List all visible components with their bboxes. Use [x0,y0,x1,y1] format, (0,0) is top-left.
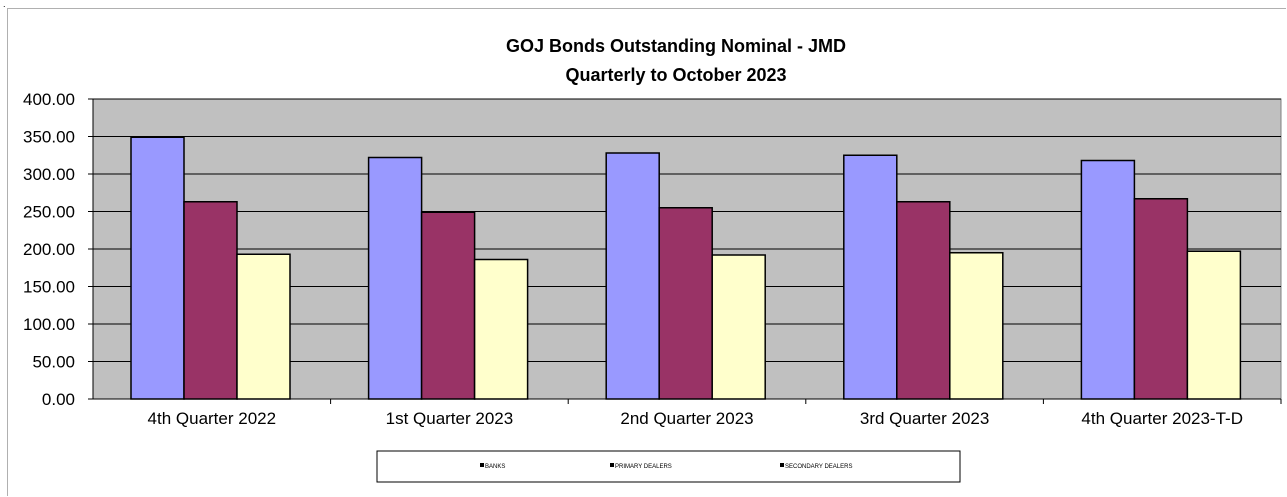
y-tick-label: 350.00 [23,128,75,147]
x-tick-label: 3rd Quarter 2023 [860,409,989,428]
x-axis-ticks: 4th Quarter 2022 1st Quarter 2023 2nd Quar… [148,399,1282,428]
bar-banks [130,136,185,400]
legend-label: BANKS [485,464,505,470]
bar-primary-dealers [658,207,713,400]
bar-secondary-dealers [711,254,766,400]
x-tick-label: 4th Quarter 2022 [148,409,277,428]
y-tick-label: 50.00 [32,353,75,372]
legend-box [376,450,961,483]
y-axis-ticks: 0.00 50.00 100.00 150.00 200.00 250.00 300.00 3… [23,90,93,409]
bar-banks [605,152,660,400]
legend-label: PRIMARY DEALERS [615,464,672,470]
x-tick-label: 2nd Quarter 2023 [620,409,753,428]
y-tick-label: 150.00 [23,278,75,297]
x-tick-label: 1st Quarter 2023 [386,409,514,428]
y-tick-label: 0.00 [42,390,75,409]
bar-primary-dealers [1133,198,1189,400]
legend-swatch [480,463,484,467]
bar-banks [1080,159,1136,400]
corner-mark: . [3,0,6,9]
chart-subtitle: Quarterly to October 2023 [565,65,786,85]
bars [130,136,1242,400]
legend-swatch [610,463,614,467]
x-tick-label: 4th Quarter 2023-T-D [1081,409,1243,428]
bar-secondary-dealers [236,253,291,400]
bar-secondary-dealers [473,258,529,400]
bar-banks [367,156,423,400]
chart-frame [7,8,1286,496]
bar-secondary-dealers [949,252,1004,400]
bar-primary-dealers [420,211,476,400]
bar-secondary-dealers [1186,250,1242,400]
legend-swatch [780,463,784,467]
y-tick-label: 100.00 [23,315,75,334]
chart-title: GOJ Bonds Outstanding Nominal - JMD [506,36,846,56]
y-tick-label: 300.00 [23,165,75,184]
bar-primary-dealers [896,201,951,400]
legend: BANKS PRIMARY DEALERS SECONDARY DEALERS [376,450,961,483]
bar-banks [843,154,898,400]
y-tick-label: 400.00 [23,90,75,109]
y-tick-label: 200.00 [23,240,75,259]
y-tick-label: 250.00 [23,203,75,222]
bar-primary-dealers [183,201,238,400]
legend-label: SECONDARY DEALERS [785,464,852,470]
